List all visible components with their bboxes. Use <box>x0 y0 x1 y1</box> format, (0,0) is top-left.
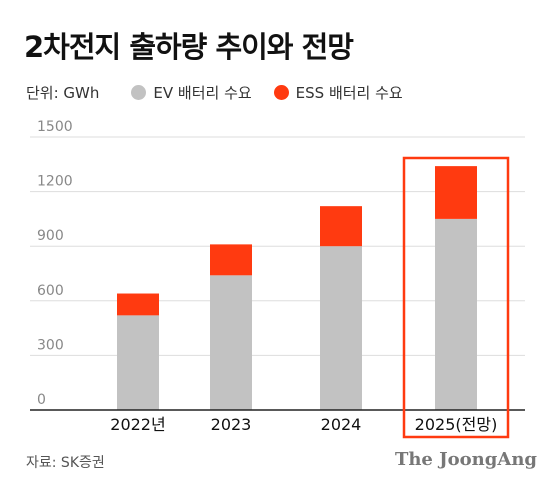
brand-logo: The JoongAng <box>394 449 537 470</box>
legend-dot-ev <box>131 85 147 100</box>
bar-ev <box>210 275 252 410</box>
y-tick-label: 1200 <box>37 174 73 190</box>
legend-item-ev: EV 배터리 수요 <box>131 82 252 103</box>
y-tick-label: 900 <box>37 228 64 244</box>
y-tick-label: 300 <box>37 337 64 353</box>
x-tick-label: 2022년 <box>110 415 165 434</box>
x-tick-label: 2025(전망) <box>415 415 498 434</box>
bar-ess <box>210 244 252 276</box>
legend-dot-ess <box>273 85 289 100</box>
forecast-highlight-box <box>402 156 510 439</box>
chart-title: 2차전지 출하량 추이와 전망 <box>24 30 354 64</box>
legend-item-ess: ESS 배터리 수요 <box>273 82 403 103</box>
bar-ess <box>320 206 362 247</box>
bar-ev <box>320 246 362 410</box>
legend-label-ev: EV 배터리 수요 <box>153 84 252 102</box>
unit-label: 단위: GWh <box>26 84 100 102</box>
bar-ev <box>435 218 477 410</box>
y-tick-label: 600 <box>37 283 64 299</box>
bar-ev <box>117 315 159 410</box>
x-tick-label: 2023 <box>211 415 252 434</box>
y-tick-label: 0 <box>37 392 46 408</box>
legend-label-ess: ESS 배터리 수요 <box>295 84 403 102</box>
y-tick-label: 1500 <box>37 119 73 135</box>
bar-ess <box>435 166 477 219</box>
legend: 단위: GWh EV 배터리 수요 ESS 배터리 수요 <box>26 82 425 103</box>
source-note: 자료: SK증권 <box>26 455 105 471</box>
x-tick-label: 2024 <box>321 415 362 434</box>
bar-ess <box>117 293 159 316</box>
